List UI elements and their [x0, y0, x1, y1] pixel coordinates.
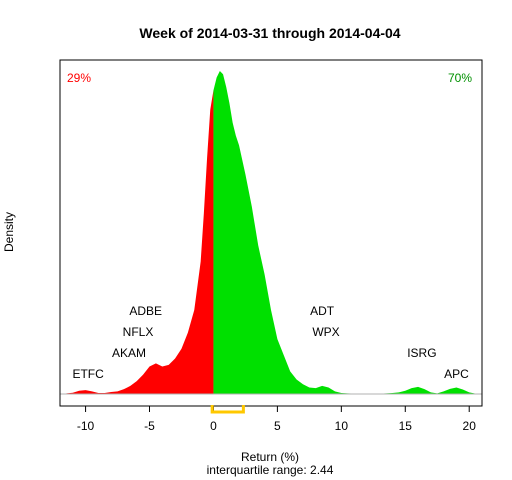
chart-subtitle: interquartile range: 2.44 [207, 463, 334, 477]
chart-title: Week of 2014-03-31 through 2014-04-04 [139, 25, 400, 41]
x-tick-label: 15 [399, 419, 413, 433]
x-tick-label: -10 [77, 419, 95, 433]
ticker-annotation: ISRG [407, 346, 436, 360]
plot-frame [59, 59, 483, 407]
y-axis-label: Density [2, 212, 16, 252]
ticker-annotation: NFLX [123, 325, 154, 339]
ticker-annotation: ADT [310, 304, 335, 318]
x-tick-label: -5 [144, 419, 155, 433]
negative-return-area [66, 90, 214, 394]
x-tick-label: 20 [463, 419, 477, 433]
left-percentage-label: 29% [67, 71, 91, 85]
ticker-annotation: ETFC [72, 367, 104, 381]
x-tick-label: 10 [335, 419, 349, 433]
ticker-annotation: AKAM [112, 346, 146, 360]
ticker-annotation: APC [444, 367, 469, 381]
iqr-bracket [210, 405, 245, 414]
right-percentage-label: 70% [448, 71, 472, 85]
ticker-annotation: WPX [312, 325, 339, 339]
plot-area: -10 -5 0 5 10 15 20 ADBE NFLX AKAM ETFC ADT WPX ISRG A… [59, 59, 483, 433]
ticker-annotation: ADBE [129, 304, 162, 318]
x-axis-label: Return (%) [241, 450, 299, 464]
x-tick-label: 0 [210, 419, 217, 433]
positive-return-area [213, 71, 476, 394]
x-tick-label: 5 [274, 419, 281, 433]
